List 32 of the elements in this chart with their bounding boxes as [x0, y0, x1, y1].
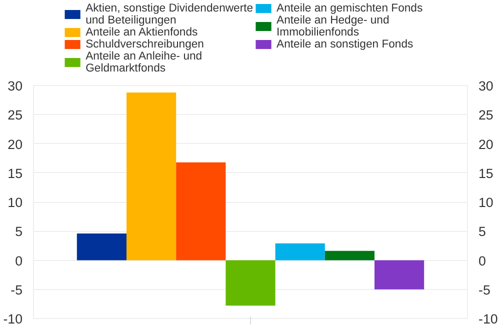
y-tick-label: -5 [10, 282, 23, 298]
y-tick-label: 15 [8, 166, 23, 181]
y2-tick-label: 15 [478, 166, 494, 181]
y2-tick-label: -5 [478, 282, 490, 298]
bar [226, 260, 276, 306]
bar [126, 92, 176, 260]
legend-label: Aktien, sonstige Dividendenwerte und Beteiligungen [86, 2, 254, 26]
legend-label: Anteile an Anleihe- und Geldmarktfonds [86, 50, 202, 74]
y2-tick-label: 25 [478, 108, 494, 123]
y2-tick-label: -10 [478, 312, 498, 326]
y-tick-label: 0 [15, 253, 23, 268]
y-tick-label: 25 [8, 108, 23, 123]
y2-tick-label: 10 [478, 195, 494, 210]
y2-tick-label: 0 [478, 253, 486, 268]
y-tick-label: 30 [8, 78, 23, 94]
legend-label: Anteile an sonstigen Fonds [276, 38, 414, 50]
y-tick-label: 20 [8, 136, 23, 152]
legend-label: Anteile an Aktienfonds [86, 26, 198, 38]
y-tick-label: 5 [15, 224, 23, 240]
legend-label: Anteile an Hedge- und Immobilienfonds [276, 14, 390, 38]
y2-tick-label: 5 [478, 224, 486, 240]
legend-label: Anteile an gemischten Fonds [276, 2, 423, 14]
bar [374, 260, 424, 290]
bar [324, 250, 374, 260]
bar [76, 233, 126, 260]
legend-label: Schuldverschreibungen [86, 38, 204, 50]
bar [176, 162, 226, 260]
y2-tick-label: 20 [478, 136, 494, 152]
bar [275, 243, 325, 260]
y2-tick-label: 30 [478, 78, 494, 94]
y-tick-label: 10 [8, 195, 23, 210]
y-tick-label: -10 [3, 312, 22, 326]
